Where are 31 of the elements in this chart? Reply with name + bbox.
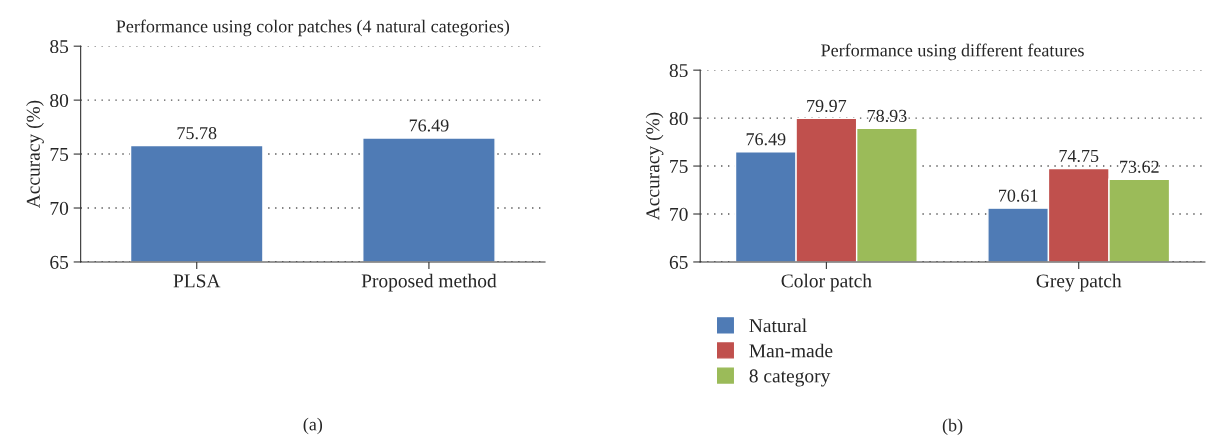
x-tick-label: PLSA (173, 274, 221, 288)
data-label: 76.49 (746, 133, 786, 146)
y-tick-label: 65 (669, 255, 688, 269)
chart-title: Performance using color patches (4 natural categories) (116, 19, 510, 37)
y-axis-title: Accuracy (%) (645, 112, 664, 221)
y-tick-label: 75 (50, 148, 69, 162)
y-tick-label: 75 (670, 160, 688, 173)
text: (a) (303, 417, 323, 435)
y-tick-label: 70 (670, 207, 688, 221)
x-tick-label: Proposed method (361, 273, 497, 292)
y-tick-label: 85 (669, 63, 688, 78)
legend-label: 8 category (749, 369, 831, 387)
text: (b) (942, 418, 963, 436)
y-axis-title: Accuracy (%) (26, 100, 44, 209)
data-label: 75.78 (177, 127, 217, 140)
x-tick-label: Color patch (781, 273, 872, 292)
chart-title: Performance using different features (821, 43, 1084, 61)
legend-label: Natural (749, 318, 807, 333)
x-tick-label: Grey patch (1036, 273, 1122, 292)
y-tick-label: 80 (669, 111, 688, 126)
legend-label: Man-made (749, 343, 833, 358)
y-tick-label: 70 (50, 201, 69, 215)
data-label: 70.61 (999, 189, 1038, 202)
data-label: 78.93 (867, 109, 907, 122)
data-label: 79.97 (807, 99, 847, 113)
y-tick-label: 65 (50, 255, 69, 269)
y-tick-label: 85 (50, 39, 69, 54)
y-tick-label: 80 (50, 93, 69, 108)
data-label: 76.49 (409, 119, 449, 132)
data-label: 74.75 (1059, 149, 1099, 163)
data-label: 73.62 (1120, 160, 1159, 173)
